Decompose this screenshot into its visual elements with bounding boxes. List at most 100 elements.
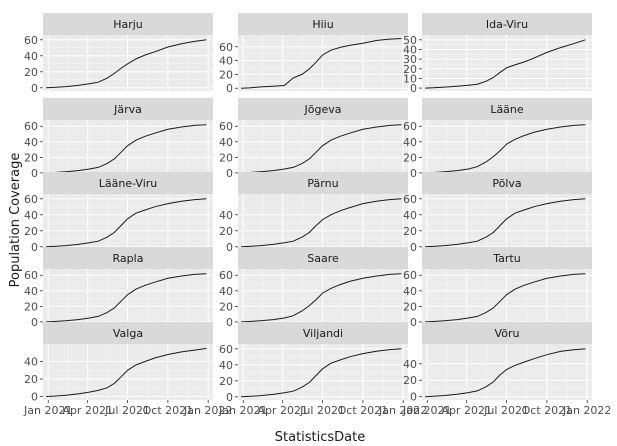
facet-panel: Järva 0 20 40 60 <box>24 98 213 180</box>
facet-strip <box>43 13 213 35</box>
y-tick-label: 40 <box>24 209 38 222</box>
y-tick-label: 30 <box>403 53 417 66</box>
series-line <box>241 124 402 174</box>
y-tick-label: 40 <box>403 358 417 371</box>
x-tick-label: Jan 2021 <box>23 404 72 417</box>
y-tick-label: 40 <box>24 50 38 63</box>
facet-strip <box>422 322 592 344</box>
facet-panel: Harju 0 20 40 60 <box>24 13 213 95</box>
facet-strip <box>238 13 408 35</box>
y-tick-label: 20 <box>219 300 233 313</box>
y-tick-label: 20 <box>24 66 38 79</box>
y-tick-label: 40 <box>219 359 233 372</box>
series-line <box>241 198 402 248</box>
facet-strip <box>422 172 592 194</box>
facet-panel: Jõgeva 0 20 40 60 <box>219 98 408 180</box>
y-tick-label: 20 <box>24 151 38 164</box>
series-line <box>425 39 586 89</box>
facet-panel: Lääne-Viru 0 20 40 60 <box>24 172 213 254</box>
series-line <box>241 273 402 323</box>
series-line <box>425 124 586 174</box>
x-tick-label: Jul 2021 <box>299 404 345 417</box>
y-tick-label: 60 <box>24 269 38 282</box>
facet-strip <box>422 247 592 269</box>
facet-strip <box>43 322 213 344</box>
facet-strip <box>43 247 213 269</box>
y-tick-label: 20 <box>219 375 233 388</box>
y-tick-label: 0 <box>226 391 233 404</box>
y-axis-title: Population Coverage <box>8 153 23 288</box>
facet-strip <box>43 98 213 120</box>
facet-strip-label: Jõgeva <box>304 103 342 116</box>
y-tick-label: 40 <box>24 356 38 369</box>
y-tick-label: 0 <box>31 391 38 404</box>
x-tick-label: Jul 2021 <box>483 404 529 417</box>
facet-strip-label: Lääne-Viru <box>99 177 158 190</box>
y-tick-label: 40 <box>403 285 417 298</box>
y-tick-label: 40 <box>219 285 233 298</box>
x-tick-label: Oct 2021 <box>338 404 389 417</box>
y-tick-label: 0 <box>226 82 233 95</box>
y-tick-label: 40 <box>403 43 417 56</box>
x-tick-label: Oct 2021 <box>522 404 573 417</box>
y-tick-label: 60 <box>24 193 38 206</box>
series-line <box>425 348 586 398</box>
y-tick-label: 60 <box>403 120 417 133</box>
y-tick-label: 40 <box>403 136 417 149</box>
y-tick-label: 40 <box>219 136 233 149</box>
y-tick-label: 40 <box>219 55 233 68</box>
y-tick-label: 0 <box>31 82 38 95</box>
series-line <box>46 273 207 323</box>
facet-strip-label: Lääne <box>490 103 524 116</box>
y-tick-label: 60 <box>219 343 233 356</box>
y-tick-label: 20 <box>219 225 233 238</box>
x-tick-label: Jan 2021 <box>218 404 267 417</box>
y-tick-label: 20 <box>403 63 417 76</box>
series-line <box>241 38 402 89</box>
y-tick-label: 20 <box>403 151 417 164</box>
y-tick-label: 60 <box>403 193 417 206</box>
y-tick-label: 60 <box>24 120 38 133</box>
y-tick-label: 20 <box>403 225 417 238</box>
x-tick-label: Jul 2021 <box>104 404 150 417</box>
facet-strip-label: Põlva <box>492 177 521 190</box>
facet-strip-label: Võru <box>495 327 520 340</box>
x-axis-title: StatisticsDate <box>275 430 366 445</box>
y-tick-label: 20 <box>219 151 233 164</box>
facet-strip <box>43 172 213 194</box>
y-tick-label: 20 <box>24 225 38 238</box>
y-tick-label: 20 <box>24 373 38 386</box>
y-tick-label: 0 <box>226 241 233 254</box>
facet-strip <box>238 322 408 344</box>
series-line <box>46 198 207 248</box>
y-tick-label: 10 <box>403 72 417 85</box>
y-tick-label: 60 <box>219 41 233 54</box>
y-tick-label: 0 <box>410 316 417 329</box>
y-tick-label: 50 <box>403 34 417 47</box>
facet-strip-label: Pärnu <box>307 177 338 190</box>
y-tick-label: 60 <box>24 34 38 47</box>
y-tick-label: 40 <box>24 136 38 149</box>
facet-panel: Tartu 0 20 40 60 <box>403 247 592 329</box>
x-tick-label: Jan 2022 <box>183 404 232 417</box>
x-tick-label: Oct 2021 <box>143 404 194 417</box>
facet-panel: Põlva 0 20 40 60 <box>403 172 592 254</box>
facet-strip-label: Rapla <box>113 252 144 265</box>
y-tick-label: 0 <box>226 167 233 180</box>
series-line <box>46 124 207 174</box>
y-tick-label: 0 <box>31 241 38 254</box>
y-tick-label: 40 <box>24 285 38 298</box>
x-tick-label: Jan 2022 <box>378 404 427 417</box>
y-tick-label: 20 <box>219 68 233 81</box>
facet-panel: Rapla 0 20 40 60 <box>24 247 213 329</box>
x-tick-label: Jan 2021 <box>402 404 451 417</box>
y-tick-label: 20 <box>403 300 417 313</box>
facet-strip-label: Tartu <box>492 252 520 265</box>
facet-strip <box>238 98 408 120</box>
y-tick-label: 0 <box>226 316 233 329</box>
